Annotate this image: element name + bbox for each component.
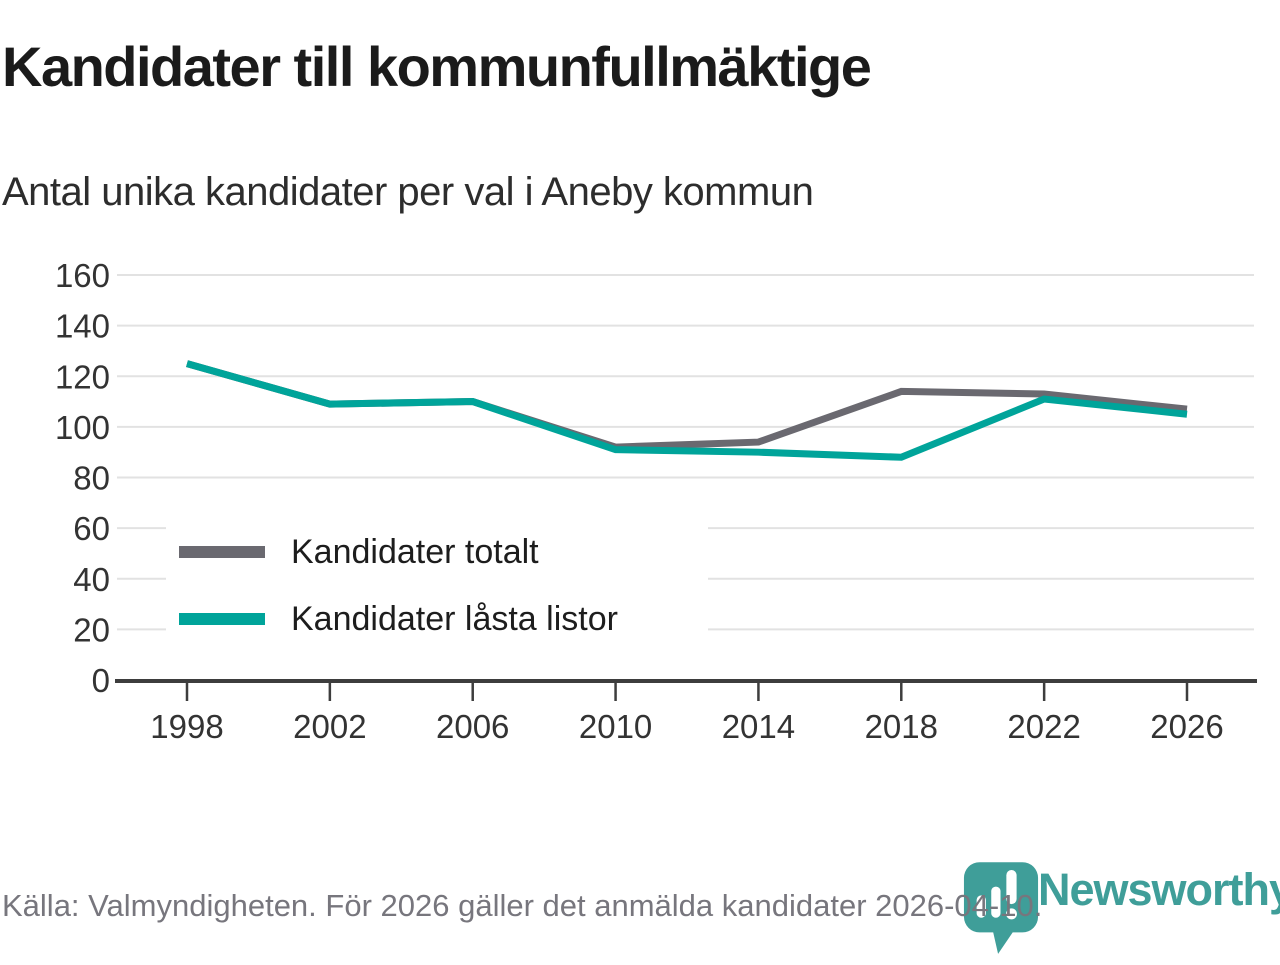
legend-item-totalt: Kandidater totalt — [166, 522, 708, 582]
x-axis-tick-label: 2014 — [722, 708, 795, 745]
y-axis-tick-label: 100 — [55, 409, 110, 446]
x-axis-tick-label: 2010 — [579, 708, 652, 745]
y-axis-tick-label: 20 — [73, 611, 110, 648]
legend-item-lasta-listor: Kandidater låsta listor — [166, 589, 708, 649]
y-axis-tick-label: 80 — [73, 460, 110, 497]
source-note: Källa: Valmyndigheten. För 2026 gäller d… — [2, 888, 1043, 923]
y-axis-tick-label: 160 — [55, 257, 110, 294]
x-axis-tick-label: 1998 — [150, 708, 223, 745]
x-axis-tick-label: 2002 — [293, 708, 366, 745]
page-title: Kandidater till kommunfullmäktige — [2, 35, 872, 98]
x-axis-tick-label: 2018 — [865, 708, 938, 745]
newsworthy-pin-barchart-icon — [963, 862, 1039, 954]
x-axis-tick-label: 2006 — [436, 708, 509, 745]
newsworthy-wordmark: Newsworthy — [1038, 864, 1280, 915]
x-axis-tick-label: 2026 — [1150, 708, 1223, 745]
y-axis-tick-label: 140 — [55, 308, 110, 345]
y-axis-tick-label: 0 — [92, 662, 110, 699]
legend-swatch-totalt — [179, 546, 265, 558]
y-axis-tick-label: 60 — [73, 510, 110, 547]
legend-swatch-lasta-listor — [179, 613, 265, 625]
x-axis-tick-label: 2022 — [1007, 708, 1080, 745]
legend-label-lasta-listor: Kandidater låsta listor — [291, 599, 618, 638]
y-axis-tick-label: 120 — [55, 358, 110, 395]
page-subtitle: Antal unika kandidater per val i Aneby k… — [2, 170, 814, 214]
y-axis-tick-label: 40 — [73, 561, 110, 598]
legend-label-totalt: Kandidater totalt — [291, 532, 539, 571]
series-line-1 — [186, 360, 1188, 461]
